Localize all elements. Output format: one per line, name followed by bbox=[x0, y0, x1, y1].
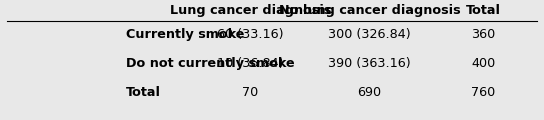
Text: Currently smoke: Currently smoke bbox=[126, 28, 244, 41]
Text: Do not currently smoke: Do not currently smoke bbox=[126, 57, 294, 70]
Text: Total: Total bbox=[466, 4, 500, 17]
Text: 360: 360 bbox=[471, 28, 495, 41]
Text: Lung cancer diagnosis: Lung cancer diagnosis bbox=[170, 4, 331, 17]
Text: 70: 70 bbox=[242, 86, 258, 99]
Text: 400: 400 bbox=[471, 57, 495, 70]
Text: Total: Total bbox=[126, 86, 161, 99]
Text: 10 (36.84): 10 (36.84) bbox=[217, 57, 283, 70]
Text: 60 (33.16): 60 (33.16) bbox=[217, 28, 283, 41]
Text: No lung cancer diagnosis: No lung cancer diagnosis bbox=[279, 4, 460, 17]
Text: 300 (326.84): 300 (326.84) bbox=[328, 28, 411, 41]
Text: 690: 690 bbox=[357, 86, 381, 99]
Text: 390 (363.16): 390 (363.16) bbox=[328, 57, 411, 70]
Text: 760: 760 bbox=[471, 86, 495, 99]
